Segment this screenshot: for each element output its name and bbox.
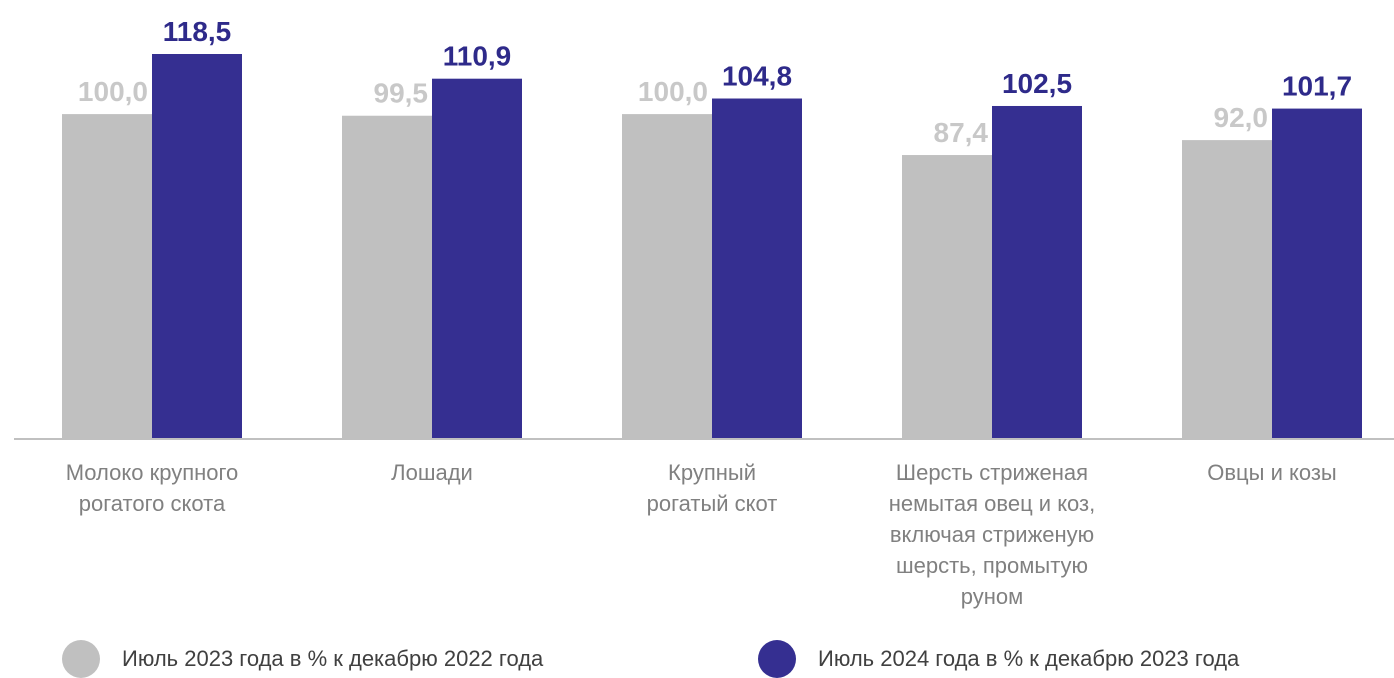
bar-chart: 100,0 118,5 Молоко крупного рогатого скота 9…	[14, 16, 1394, 609]
bar-s2-c5	[1272, 108, 1362, 439]
legend-marker-2024	[758, 640, 796, 678]
legend: Июль 2023 года в % к декабрю 2022 года И…	[0, 640, 1394, 678]
data-label-s2-c5: 101,7	[1282, 71, 1352, 102]
category-label-5: Овцы и козы	[1207, 460, 1337, 485]
bar-s2-c4	[992, 105, 1082, 439]
bar-s1-c4	[902, 155, 992, 440]
bar-s1-c3	[622, 114, 712, 440]
bar-s2-c1	[152, 54, 242, 439]
bar-s2-c2	[432, 78, 522, 439]
legend-marker-2023	[62, 640, 100, 678]
bar-s1-c2	[342, 115, 432, 440]
data-label-s1-c5: 92,0	[1214, 102, 1269, 133]
category-label-4: Шерсть стриженая немытая овец и коз, включ…	[889, 460, 1096, 609]
category-label-2: Лошади	[391, 460, 473, 485]
legend-label-2023: Июль 2023 года в % к декабрю 2022 года	[122, 646, 544, 671]
data-label-s1-c1: 100,0	[78, 76, 148, 107]
bar-s2-c3	[712, 98, 802, 439]
bar-s1-c5	[1182, 140, 1272, 439]
data-label-s2-c4: 102,5	[1002, 68, 1072, 99]
legend-item-2024: Июль 2024 года в % к декабрю 2023 года	[758, 640, 1239, 678]
legend-item-2023: Июль 2023 года в % к декабрю 2022 года	[62, 640, 543, 678]
data-label-s1-c4: 87,4	[934, 117, 989, 148]
data-label-s1-c3: 100,0	[638, 76, 708, 107]
legend-label-2024: Июль 2024 года в % к декабрю 2023 года	[818, 646, 1240, 671]
data-label-s2-c1: 118,5	[163, 16, 232, 47]
data-label-s2-c3: 104,8	[722, 61, 792, 92]
data-label-s1-c2: 99,5	[374, 78, 429, 109]
category-label-1: Молоко крупного рогатого скота	[66, 460, 239, 516]
category-label-3: Крупный рогатый скот	[647, 460, 778, 516]
bar-s1-c1	[62, 114, 152, 440]
data-label-s2-c2: 110,9	[443, 41, 512, 72]
